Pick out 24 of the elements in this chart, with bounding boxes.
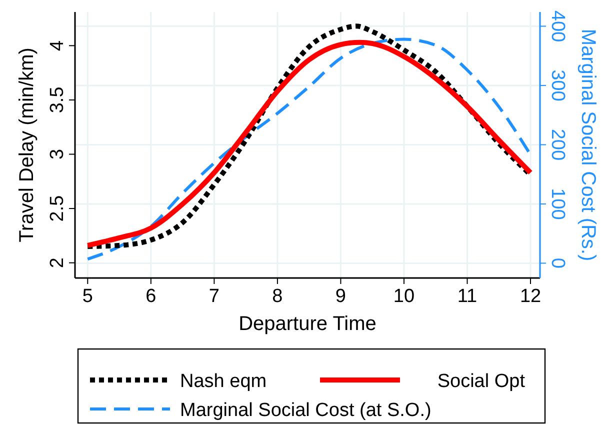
x-tick-label: 6	[146, 286, 156, 307]
x-tick-label: 12	[520, 286, 542, 307]
y2-axis-title: Marginal Social Cost (Rs.)	[577, 28, 599, 262]
y-tick-label: 2	[47, 258, 68, 268]
x-tick-label: 11	[457, 286, 478, 307]
legend-label: Marginal Social Cost (at S.O.)	[180, 400, 432, 421]
y2-tick-label: 100	[547, 188, 568, 220]
x-tick-label: 10	[393, 286, 415, 307]
y-tick-label: 3.5	[47, 86, 68, 114]
y-tick-label: 3	[47, 148, 68, 160]
y2-tick-label: 300	[547, 70, 568, 102]
x-tick-label: 5	[82, 286, 93, 307]
legend-label: Social Opt	[437, 371, 526, 392]
y-axis-title: Travel Delay (min/km)	[16, 48, 38, 242]
legend-label: Nash eqm	[180, 371, 267, 392]
x-tick-label: 8	[272, 286, 283, 307]
y-tick-label: 4	[47, 40, 68, 51]
x-tick-label: 7	[208, 286, 220, 307]
y2-tick-label: 400	[547, 10, 568, 42]
y-tick-label: 2.5	[47, 195, 68, 222]
x-tick-label: 9	[335, 286, 346, 307]
x-axis-title: Departure Time	[238, 313, 376, 335]
y2-tick-label: 200	[547, 128, 568, 161]
y2-tick-label: 0	[547, 258, 568, 268]
